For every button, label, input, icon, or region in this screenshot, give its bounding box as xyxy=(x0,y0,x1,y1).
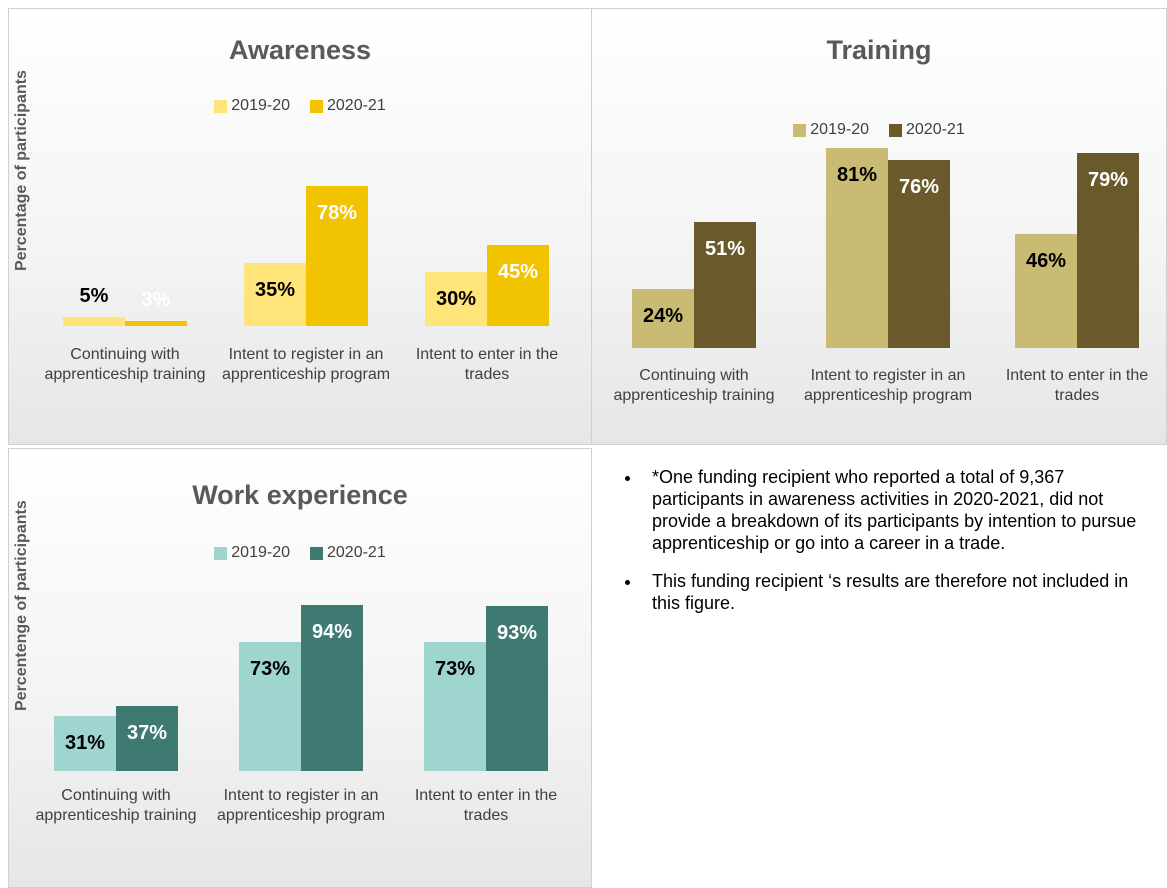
value-label: 79% xyxy=(1087,168,1129,191)
legend-item: 2020-21 xyxy=(889,121,965,139)
legend-item: 2019-20 xyxy=(793,121,869,139)
legend-swatch xyxy=(793,123,807,137)
y-axis-label: Percentenge of participants xyxy=(13,500,30,711)
legend-swatch xyxy=(310,546,323,560)
x-tick-label: Intent to enter in the trades xyxy=(1005,367,1149,404)
legend-item: 2019-20 xyxy=(214,544,290,562)
legend-item: 2019-20 xyxy=(214,97,290,115)
value-label: 93% xyxy=(496,622,538,645)
chart-panel: Training 2019-20 2020-21 Continuing with ap… xyxy=(591,8,1167,445)
bar xyxy=(826,147,888,348)
chart-panel: Awareness Percentage of participants 2019-… xyxy=(8,8,592,445)
bar xyxy=(63,317,125,326)
value-label: 73% xyxy=(249,657,291,680)
x-tick-label: Intent to enter in the trades xyxy=(414,787,558,824)
value-label: 3% xyxy=(141,288,171,311)
x-tick-label: Continuing with apprenticeship training xyxy=(613,367,775,404)
x-tick-label: Intent to register in an apprenticeship … xyxy=(803,367,973,404)
bar xyxy=(239,641,301,771)
note: *One funding recipient who reported a to… xyxy=(642,466,1160,554)
value-label: 45% xyxy=(497,261,539,283)
bar xyxy=(301,604,363,771)
legend-swatch xyxy=(310,99,323,113)
legend-label: 2020-21 xyxy=(906,121,965,138)
x-tick-label: Continuing with apprenticeship training xyxy=(44,346,206,383)
note: This funding recipient ‘s results are th… xyxy=(642,570,1160,614)
bar xyxy=(632,288,694,348)
value-label: 76% xyxy=(898,176,940,199)
value-label: 73% xyxy=(434,657,476,680)
bar xyxy=(486,606,548,771)
bar xyxy=(425,272,487,326)
legend-label: 2020-21 xyxy=(327,97,386,114)
legend-swatch xyxy=(214,546,228,560)
bar xyxy=(244,263,306,326)
value-label: 78% xyxy=(316,201,358,224)
chart-title: Work experience xyxy=(192,480,408,510)
bar xyxy=(54,716,116,771)
value-label: 46% xyxy=(1025,250,1067,273)
bar xyxy=(1077,152,1139,348)
value-label: 5% xyxy=(79,285,109,307)
value-label: 31% xyxy=(64,732,106,755)
x-tick-label: Intent to enter in the trades xyxy=(415,346,559,383)
value-label: 94% xyxy=(311,620,353,643)
value-label: 24% xyxy=(642,304,684,327)
bar xyxy=(694,222,756,348)
chart-title: Training xyxy=(826,35,932,65)
notes: *One funding recipient who reported a to… xyxy=(600,466,1160,630)
x-tick-label: Continuing with apprenticeship training xyxy=(35,787,197,824)
value-label: 30% xyxy=(435,288,477,310)
legend-swatch xyxy=(214,99,228,113)
bar xyxy=(487,245,549,326)
value-label: 51% xyxy=(704,238,746,261)
chart-title: Awareness xyxy=(228,35,372,65)
bar xyxy=(306,185,368,326)
value-label: 35% xyxy=(254,279,296,301)
bar xyxy=(424,641,486,771)
value-label: 37% xyxy=(126,721,168,744)
value-label: 81% xyxy=(836,163,878,186)
legend-swatch xyxy=(889,123,902,137)
legend-item: 2020-21 xyxy=(310,97,386,115)
legend-label: 2019-20 xyxy=(231,97,290,114)
x-tick-label: Intent to register in an apprenticeship … xyxy=(221,346,391,383)
bar xyxy=(125,320,187,326)
legend: 2019-20 2020-21 xyxy=(9,97,591,115)
legend: 2019-20 2020-21 xyxy=(592,121,1166,139)
legend-label: 2020-21 xyxy=(327,544,386,561)
legend-label: 2019-20 xyxy=(810,121,869,138)
legend-item: 2020-21 xyxy=(310,544,386,562)
legend-label: 2019-20 xyxy=(231,544,290,561)
chart-panel: Work experience Percentenge of participan… xyxy=(8,448,592,888)
bar xyxy=(1015,234,1077,348)
legend: 2019-20 2020-21 xyxy=(9,544,591,562)
bar xyxy=(888,160,950,348)
x-tick-label: Intent to register in an apprenticeship … xyxy=(216,787,386,824)
bar xyxy=(116,705,178,771)
